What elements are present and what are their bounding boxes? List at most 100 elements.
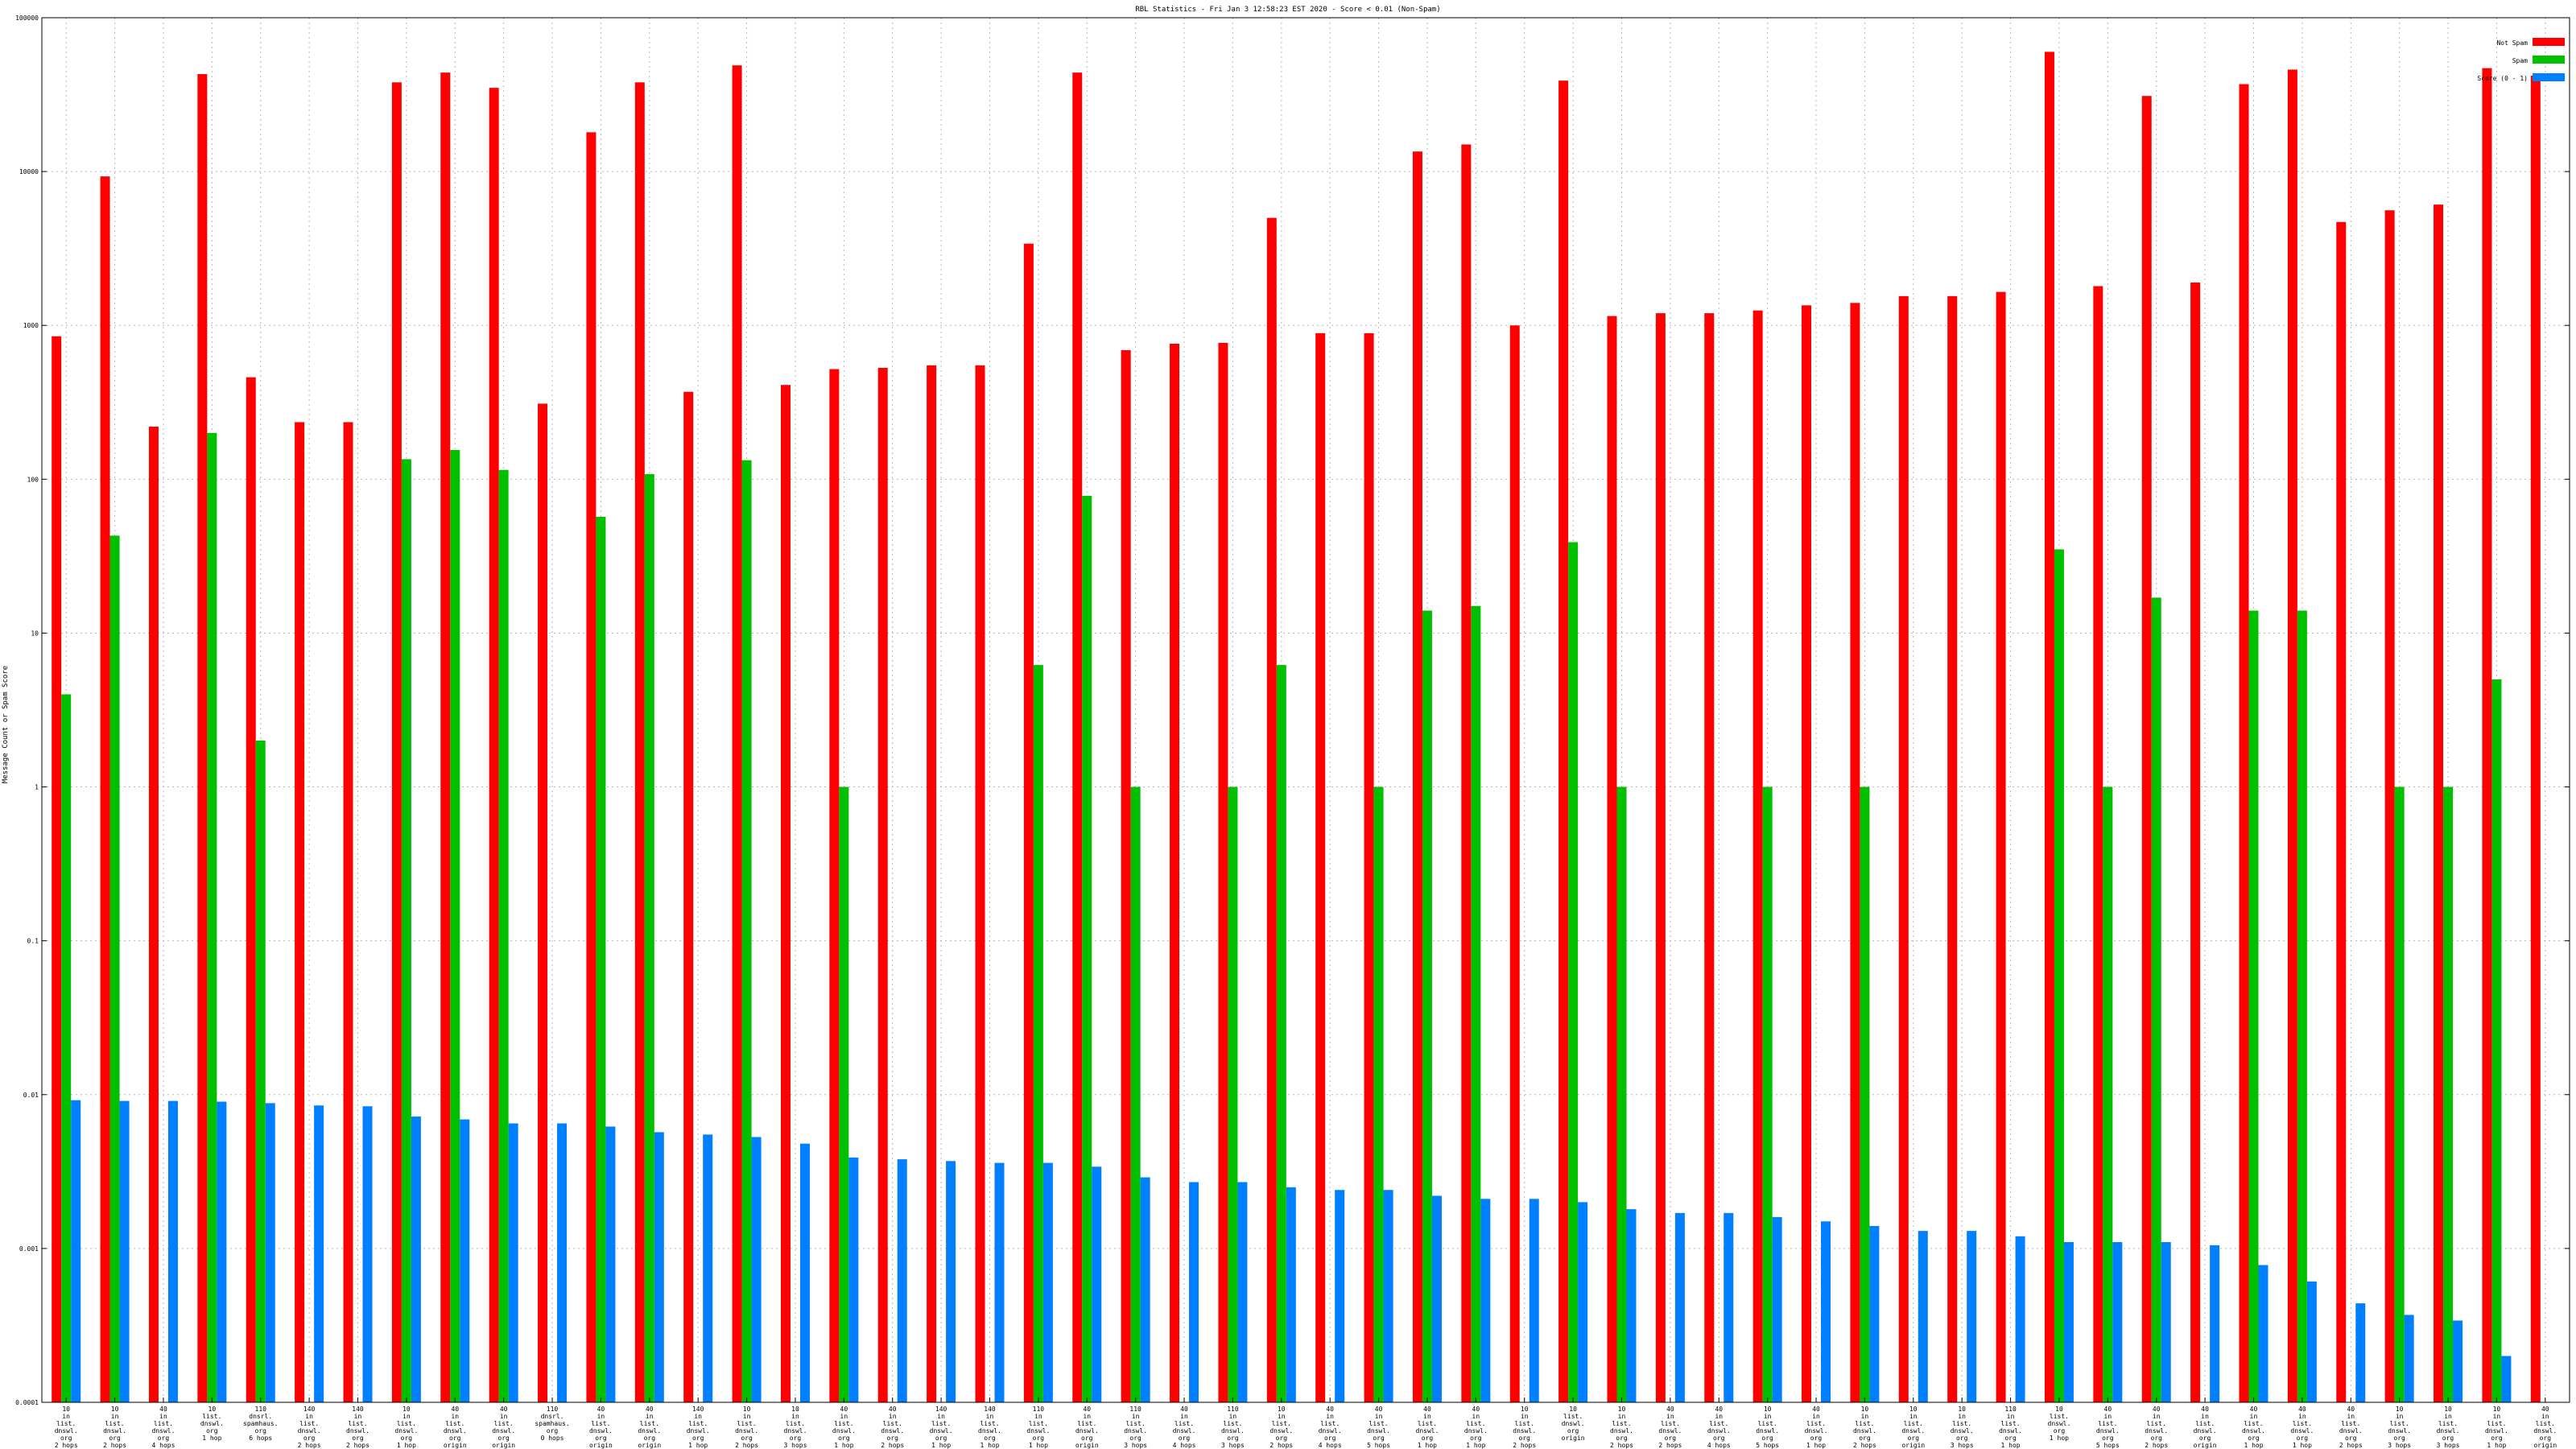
category-label: 110 dnsrl. spamhaus. org 0 hops [535,1406,569,1442]
category-label-line: dnswl. [930,1427,953,1435]
category-label: 40 in list. dnswl. org 5 hops [1367,1406,1390,1449]
category-label-line: dnswl. [2096,1427,2120,1435]
bar-not-spam [634,82,645,1403]
category-label-line: 10 [1521,1406,1529,1413]
bar-score-0-1 [1383,1190,1393,1402]
category-label: 140 in list. dnswl. org 1 hop [687,1406,710,1449]
category-label-line: dnswl. [55,1427,78,1435]
category-label-line: org [838,1435,850,1442]
bar-score-0-1 [751,1137,762,1402]
bar-spam [498,469,509,1402]
category-label-line: list. [2487,1420,2506,1427]
category-label-line: org [2297,1435,2309,1442]
category-label-line: org [2151,1435,2163,1442]
category-label-line: org [1129,1435,1141,1442]
bar-score-0-1 [1480,1199,1491,1402]
category-label-line: dnswl. [1562,1420,1585,1427]
category-label-line: in [646,1413,654,1420]
category-label-line: in [2201,1413,2209,1420]
category-label-line: org [1908,1435,1920,1442]
category-label-line: 110 [1227,1406,1239,1413]
category-label-line: dnswl. [687,1427,710,1435]
bar-spam [1616,786,1627,1402]
category-label-line: in [354,1413,362,1420]
category-label-line: list. [445,1420,464,1427]
category-label-line: 40 [840,1406,848,1413]
bar-not-spam [1315,332,1326,1403]
y-tick-label: 0.0001 [15,1399,39,1406]
category-label: 10 in list. dnswl. org origin [1901,1406,1925,1449]
y-tick-label: 1 [35,784,39,791]
category-label-line: list. [1320,1420,1340,1427]
category-label-line: spamhaus. [535,1420,569,1427]
category-label-line: org [303,1435,316,1442]
category-label-line: in [1472,1413,1480,1420]
category-label-line: org [255,1427,267,1435]
category-label-line: dnswl. [1610,1427,1633,1435]
category-label-line: list. [883,1420,902,1427]
legend-swatch [2533,38,2565,46]
category-label-line: list. [640,1420,659,1427]
bar-not-spam [1364,332,1374,1403]
category-label-line: in [1958,1413,1966,1420]
category-label-line: org [1761,1435,1773,1442]
bar-not-spam [2093,286,2103,1403]
category-label-line: 40 [1326,1406,1334,1413]
category-label-line: org [2442,1435,2454,1442]
category-label-line: origin [2533,1442,2557,1449]
category-label-line: 6 hops [249,1435,272,1442]
category-label-line: 140 [984,1406,996,1413]
category-label-line: dnswl. [492,1427,515,1435]
grid-lines [42,18,2570,1402]
category-label-line: org [1373,1435,1385,1442]
category-label-line: 1 hop [2244,1442,2263,1449]
category-label-line: in [2493,1413,2501,1420]
category-label-line: 140 [935,1406,947,1413]
category-label: 10 in list. dnswl. org 2 hops [55,1406,78,1449]
category-label-line: list. [1904,1420,1923,1427]
category-label-line: dnswl. [1658,1427,1682,1435]
y-axis-label: Message Count or Spam Score [2,666,10,783]
category-label-line: 110 [547,1406,559,1413]
bar-spam [1568,542,1579,1403]
category-label-line: list. [1029,1420,1048,1427]
bar-score-0-1 [2112,1241,2123,1402]
category-label-line: dnswl. [2145,1427,2168,1435]
category-label-line: 40 [500,1406,508,1413]
category-label: 40 in list. dnswl. org origin [444,1406,467,1449]
category-label-line: in [1715,1413,1723,1420]
bar-score-0-1 [460,1119,470,1402]
category-label-line: org [935,1435,947,1442]
category-label: 10 in list. dnswl. org 1 hop [2485,1406,2508,1449]
bar-spam [401,459,411,1403]
category-label: 40 in list. dnswl. org origin [1075,1406,1099,1449]
category-label-line: 1 hop [2487,1442,2506,1449]
category-label-line: 140 [303,1406,316,1413]
category-label-line: dnswl. [1999,1427,2022,1435]
category-label-line: in [1083,1413,1091,1420]
category-label-line: 40 [1083,1406,1091,1413]
category-label-line: 1 hop [2001,1442,2021,1449]
bar-score-0-1 [605,1126,616,1402]
bar-score-0-1 [1140,1177,1150,1402]
category-label-line: dnsrl. [541,1413,564,1420]
category-label-line: org [1470,1435,1482,1442]
bar-not-spam [683,391,694,1403]
category-label-line: org [1227,1435,1239,1442]
category-label-line: 5 hops [1367,1442,1390,1449]
bar-spam [644,473,654,1402]
bar-score-0-1 [2404,1315,2414,1402]
category-label-line: org [1276,1435,1288,1442]
bar-not-spam [1170,344,1180,1403]
category-label-line: 1 hop [688,1442,708,1449]
category-label-line: 40 [1472,1406,1480,1413]
category-label-line: org [595,1435,607,1442]
category-label-line: org [206,1427,218,1435]
category-label-line: list. [1563,1413,1583,1420]
bar-spam [2054,549,2064,1402]
bar-not-spam [975,365,985,1402]
category-label-line: 40 [2347,1406,2355,1413]
category-label-line: list. [1077,1420,1096,1427]
legend-swatch [2533,73,2565,81]
